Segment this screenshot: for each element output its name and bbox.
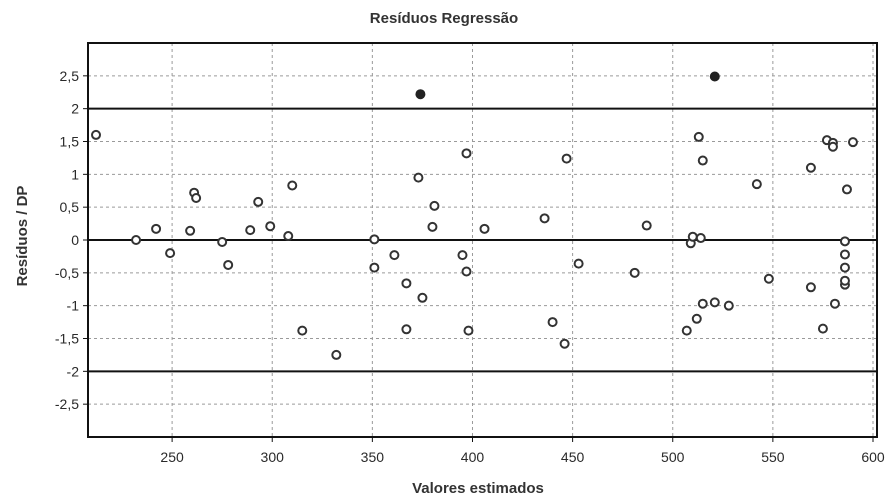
data-point-37 xyxy=(681,325,692,336)
data-point-27 xyxy=(461,148,472,159)
x-tick-label-3: 400 xyxy=(461,449,485,465)
y-tick-label-10: -2,5 xyxy=(55,396,79,412)
data-point-18 xyxy=(389,250,400,261)
x-axis-ticks: 250 300 350 400 450 500 550 600 xyxy=(160,437,885,465)
x-tick-label-4: 450 xyxy=(561,449,585,465)
data-point-45 xyxy=(709,297,720,308)
data-point-31 xyxy=(547,317,558,328)
data-point-2 xyxy=(151,223,162,234)
data-point-17 xyxy=(369,262,380,273)
outlier-point-1 xyxy=(709,71,720,82)
data-point-35 xyxy=(629,267,640,278)
data-point-9 xyxy=(245,225,256,236)
data-points xyxy=(91,71,858,360)
y-axis-label: Resíduos / DP xyxy=(14,186,31,287)
x-axis-label: Valores estimados xyxy=(412,480,544,497)
data-point-60 xyxy=(839,249,850,260)
data-point-25 xyxy=(457,250,468,261)
data-point-59 xyxy=(839,236,850,247)
data-point-20 xyxy=(401,324,412,335)
data-point-11 xyxy=(265,221,276,232)
data-point-46 xyxy=(723,300,734,311)
data-point-42 xyxy=(695,233,706,244)
data-point-41 xyxy=(693,131,704,142)
data-point-55 xyxy=(829,298,840,309)
data-point-1 xyxy=(131,235,142,245)
data-point-0 xyxy=(91,129,102,140)
data-point-49 xyxy=(805,162,816,173)
data-point-51 xyxy=(817,323,828,334)
data-point-15 xyxy=(331,349,342,360)
data-point-13 xyxy=(287,180,298,191)
data-point-6 xyxy=(191,192,202,203)
data-point-32 xyxy=(559,338,570,349)
data-point-39 xyxy=(687,231,698,242)
data-point-3 xyxy=(165,248,176,259)
data-point-21 xyxy=(413,172,424,183)
y-tick-label-0: 2,5 xyxy=(60,68,80,84)
x-tick-label-1: 300 xyxy=(261,449,285,465)
data-point-57 xyxy=(839,262,850,273)
data-point-29 xyxy=(479,223,490,234)
x-tick-label-6: 550 xyxy=(761,449,785,465)
x-tick-label-2: 350 xyxy=(361,449,385,465)
x-tick-label-0: 250 xyxy=(160,449,184,465)
outlier-point-0 xyxy=(415,89,426,100)
data-point-16 xyxy=(369,234,380,245)
y-tick-label-8: -1,5 xyxy=(55,331,79,347)
data-point-12 xyxy=(283,231,294,242)
y-tick-label-5: 0 xyxy=(71,232,79,248)
y-tick-label-6: -0,5 xyxy=(55,265,79,281)
data-point-23 xyxy=(427,221,438,232)
data-point-7 xyxy=(217,236,228,247)
x-tick-label-5: 500 xyxy=(661,449,685,465)
data-point-50 xyxy=(805,282,816,293)
chart-title: Resíduos Regressão xyxy=(370,10,518,27)
data-point-54 xyxy=(827,141,838,152)
data-point-24 xyxy=(429,200,440,211)
data-point-10 xyxy=(253,196,264,207)
data-point-36 xyxy=(641,220,652,231)
data-point-26 xyxy=(461,266,472,277)
y-axis-ticks: 2,5 2 1,5 1 0,5 0 -0,5 -1 -1,5 -2 -2,5 xyxy=(55,68,88,412)
data-point-8 xyxy=(223,259,234,270)
data-point-40 xyxy=(691,313,702,324)
y-tick-label-4: 0,5 xyxy=(60,199,80,215)
data-point-4 xyxy=(185,225,196,236)
data-point-30 xyxy=(539,213,550,224)
x-tick-label-7: 600 xyxy=(861,449,885,465)
data-point-58 xyxy=(839,275,850,286)
data-point-33 xyxy=(561,153,572,164)
y-tick-label-1: 2 xyxy=(71,101,79,117)
data-point-47 xyxy=(751,179,762,190)
data-point-44 xyxy=(697,155,708,166)
data-point-43 xyxy=(697,298,708,309)
y-tick-label-9: -2 xyxy=(67,363,80,379)
data-point-28 xyxy=(463,325,474,336)
data-point-62 xyxy=(847,137,858,148)
data-point-34 xyxy=(573,258,584,269)
data-point-19 xyxy=(401,278,412,289)
data-point-14 xyxy=(297,325,308,336)
y-tick-label-3: 1 xyxy=(71,166,79,182)
data-point-48 xyxy=(763,273,774,284)
reference-lines xyxy=(88,107,877,373)
y-tick-label-7: -1 xyxy=(67,298,80,314)
data-point-61 xyxy=(841,184,852,195)
data-point-22 xyxy=(417,292,428,303)
y-tick-label-2: 1,5 xyxy=(60,134,80,150)
